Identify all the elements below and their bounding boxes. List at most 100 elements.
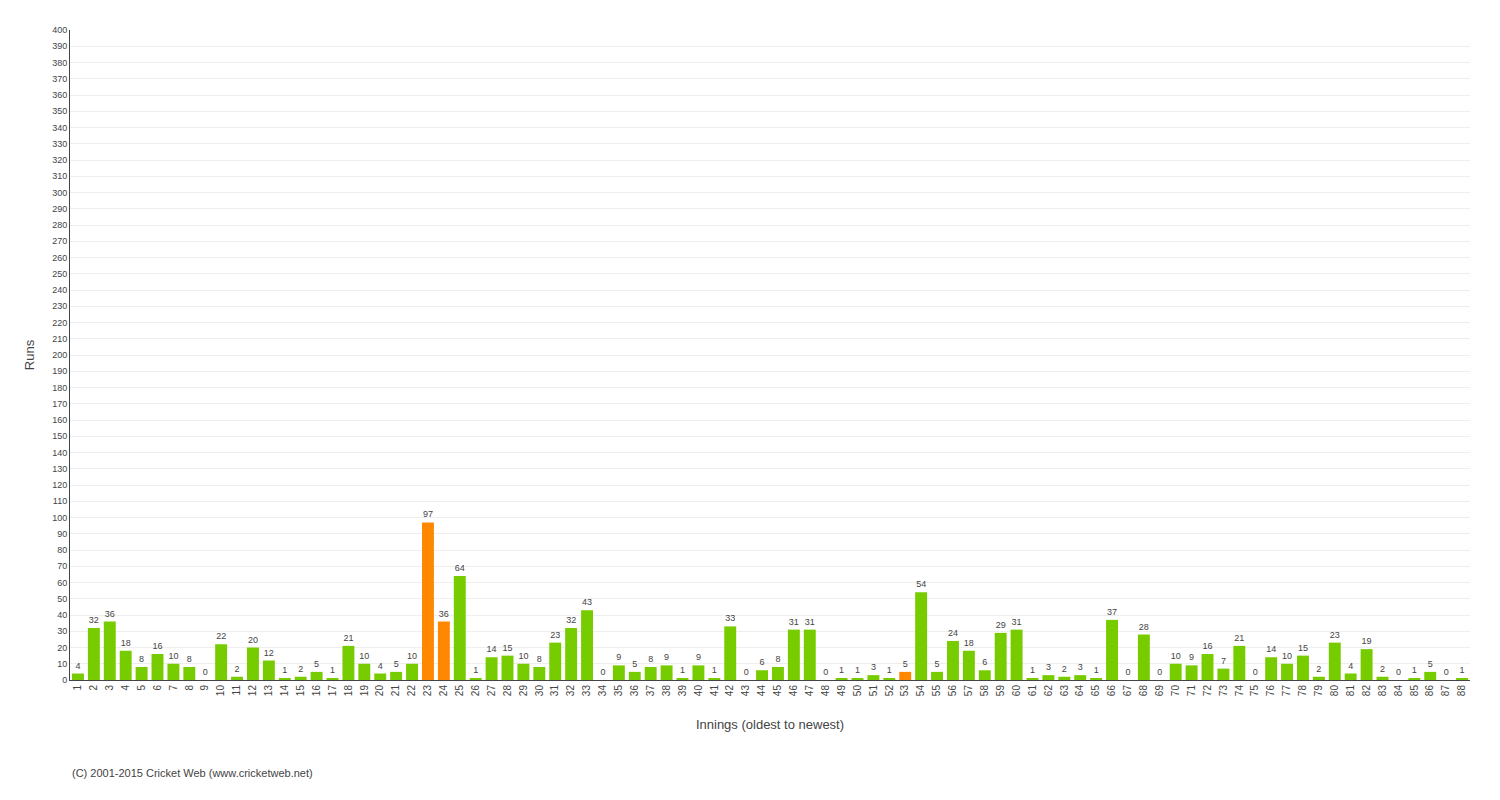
svg-text:58: 58 xyxy=(979,685,990,697)
svg-text:73: 73 xyxy=(1218,685,1229,697)
svg-text:210: 210 xyxy=(52,334,67,344)
svg-text:270: 270 xyxy=(52,236,67,246)
svg-text:8: 8 xyxy=(184,685,195,691)
svg-text:1: 1 xyxy=(473,665,478,675)
svg-text:63: 63 xyxy=(1059,685,1070,697)
svg-text:15: 15 xyxy=(502,643,512,653)
svg-text:110: 110 xyxy=(53,496,67,506)
svg-text:0: 0 xyxy=(823,667,828,677)
svg-text:190: 190 xyxy=(52,366,67,376)
svg-text:8: 8 xyxy=(537,654,542,664)
svg-text:15: 15 xyxy=(295,685,306,697)
svg-text:22: 22 xyxy=(406,685,417,697)
svg-text:80: 80 xyxy=(57,545,67,555)
svg-text:21: 21 xyxy=(1234,633,1244,643)
svg-text:61: 61 xyxy=(1027,685,1038,697)
svg-text:4: 4 xyxy=(378,661,383,671)
svg-text:31: 31 xyxy=(789,617,799,627)
svg-text:5: 5 xyxy=(632,659,637,669)
svg-text:87: 87 xyxy=(1440,685,1451,697)
svg-text:70: 70 xyxy=(57,561,67,571)
svg-text:300: 300 xyxy=(52,188,67,198)
svg-text:5: 5 xyxy=(394,659,399,669)
svg-text:46: 46 xyxy=(788,685,799,697)
svg-text:4: 4 xyxy=(75,661,80,671)
svg-text:36: 36 xyxy=(629,685,640,697)
svg-text:Innings (oldest to newest): Innings (oldest to newest) xyxy=(696,717,844,732)
svg-text:29: 29 xyxy=(996,620,1006,630)
svg-text:10: 10 xyxy=(168,651,178,661)
svg-text:120: 120 xyxy=(52,480,67,490)
svg-text:22: 22 xyxy=(216,631,226,641)
svg-text:230: 230 xyxy=(52,301,67,311)
svg-text:23: 23 xyxy=(1330,630,1340,640)
svg-text:10: 10 xyxy=(215,685,226,697)
svg-text:43: 43 xyxy=(740,685,751,697)
svg-text:51: 51 xyxy=(868,685,879,697)
svg-text:(C) 2001-2015 Cricket Web (www: (C) 2001-2015 Cricket Web (www.cricketwe… xyxy=(72,767,313,779)
svg-text:28: 28 xyxy=(1139,622,1149,632)
svg-text:21: 21 xyxy=(390,685,401,697)
svg-text:35: 35 xyxy=(613,685,624,697)
svg-text:37: 37 xyxy=(1107,607,1117,617)
svg-text:320: 320 xyxy=(52,155,67,165)
svg-text:220: 220 xyxy=(52,318,67,328)
svg-text:10: 10 xyxy=(57,659,67,669)
svg-text:76: 76 xyxy=(1265,685,1276,697)
svg-text:10: 10 xyxy=(407,651,417,661)
svg-text:57: 57 xyxy=(963,685,974,697)
svg-text:1: 1 xyxy=(712,665,717,675)
svg-text:0: 0 xyxy=(744,667,749,677)
svg-text:70: 70 xyxy=(1170,685,1181,697)
svg-text:13: 13 xyxy=(263,685,274,697)
svg-text:8: 8 xyxy=(775,654,780,664)
svg-text:9: 9 xyxy=(696,652,701,662)
svg-text:8: 8 xyxy=(187,654,192,664)
svg-text:130: 130 xyxy=(52,464,67,474)
svg-text:6: 6 xyxy=(982,657,987,667)
svg-text:4: 4 xyxy=(1348,661,1353,671)
svg-text:30: 30 xyxy=(534,685,545,697)
svg-text:82: 82 xyxy=(1361,685,1372,697)
svg-text:15: 15 xyxy=(1298,643,1308,653)
svg-text:33: 33 xyxy=(581,685,592,697)
svg-text:18: 18 xyxy=(343,685,354,697)
svg-text:150: 150 xyxy=(52,431,67,441)
svg-text:240: 240 xyxy=(52,285,67,295)
svg-text:250: 250 xyxy=(52,269,67,279)
svg-text:23: 23 xyxy=(422,685,433,697)
svg-text:20: 20 xyxy=(374,685,385,697)
svg-text:5: 5 xyxy=(935,659,940,669)
svg-text:380: 380 xyxy=(52,58,67,68)
svg-text:260: 260 xyxy=(52,253,67,263)
svg-text:280: 280 xyxy=(52,220,67,230)
svg-text:10: 10 xyxy=(1282,651,1292,661)
svg-text:0: 0 xyxy=(1253,667,1258,677)
svg-text:84: 84 xyxy=(1393,685,1404,697)
svg-text:0: 0 xyxy=(600,667,605,677)
svg-text:27: 27 xyxy=(486,685,497,697)
svg-text:20: 20 xyxy=(248,635,258,645)
svg-text:340: 340 xyxy=(52,123,67,133)
svg-text:64: 64 xyxy=(1074,685,1085,697)
svg-text:26: 26 xyxy=(470,685,481,697)
svg-text:6: 6 xyxy=(760,657,765,667)
svg-text:34: 34 xyxy=(597,685,608,697)
svg-text:78: 78 xyxy=(1297,685,1308,697)
svg-text:5: 5 xyxy=(1428,659,1433,669)
svg-text:10: 10 xyxy=(518,651,528,661)
svg-text:60: 60 xyxy=(57,578,67,588)
svg-text:0: 0 xyxy=(1444,667,1449,677)
svg-text:1: 1 xyxy=(1412,665,1417,675)
svg-text:20: 20 xyxy=(57,643,67,653)
svg-text:9: 9 xyxy=(664,652,669,662)
svg-text:83: 83 xyxy=(1377,685,1388,697)
svg-text:28: 28 xyxy=(502,685,513,697)
svg-text:37: 37 xyxy=(645,685,656,697)
svg-text:3: 3 xyxy=(871,662,876,672)
svg-text:Runs: Runs xyxy=(22,339,37,370)
svg-text:1: 1 xyxy=(887,665,892,675)
svg-text:64: 64 xyxy=(455,563,465,573)
svg-text:14: 14 xyxy=(279,685,290,697)
svg-text:6: 6 xyxy=(152,685,163,691)
